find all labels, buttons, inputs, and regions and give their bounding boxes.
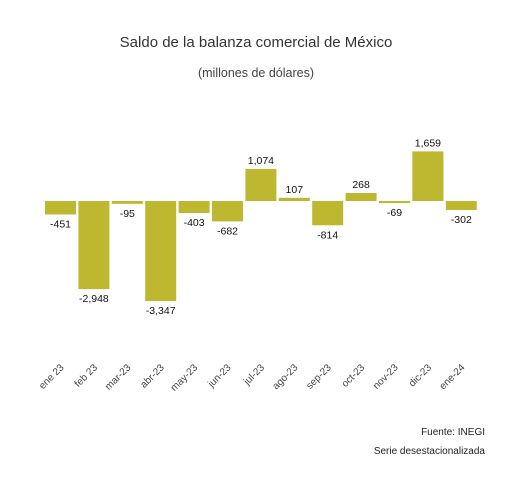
data-label: 107 (286, 184, 304, 196)
bar-jul-23 (245, 168, 277, 201)
bar-may-23 (178, 201, 210, 213)
chart-title: Saldo de la balanza comercial de México (119, 34, 393, 51)
data-label: 1,074 (248, 155, 274, 167)
bar-ene-23 (45, 201, 76, 215)
data-label: 268 (352, 179, 370, 191)
data-label: -682 (217, 225, 238, 237)
x-tick-label: jun-23 (205, 362, 233, 390)
chart-subtitle: (millones de dólares) (197, 66, 315, 80)
data-label: -814 (317, 229, 338, 241)
x-tick-label: jul-23 (241, 362, 267, 388)
data-label: -403 (184, 217, 205, 229)
data-label: 1,659 (415, 137, 441, 149)
x-tick-label: may-23 (169, 362, 201, 394)
bar-oct-23 (345, 193, 377, 201)
x-tick-label: ene 23 (37, 362, 67, 392)
data-label: -69 (387, 207, 402, 219)
x-tick-label: dic-23 (407, 362, 434, 389)
data-label: -302 (451, 214, 472, 226)
x-tick-label: oct-23 (340, 362, 368, 390)
bar-nov-23 (379, 201, 410, 204)
data-label: -3,347 (146, 305, 176, 317)
data-label: -2,948 (79, 293, 109, 305)
x-tick-label: ago-23 (271, 362, 301, 392)
x-tick-label: feb 23 (73, 362, 101, 390)
x-tick-label: mar-23 (103, 362, 133, 392)
bar-sep-23 (312, 201, 344, 226)
bar-feb-23 (78, 201, 110, 290)
source-note: Fuente: INEGI (421, 427, 485, 438)
bar-dic-23 (412, 151, 444, 201)
x-tick-label: abr-23 (139, 362, 168, 391)
data-label: -95 (120, 208, 135, 220)
bar-mar-23 (111, 201, 143, 204)
bar-ago-23 (278, 197, 310, 201)
series-note: Serie desestacionalizada (373, 446, 485, 457)
bar-abr-23 (145, 201, 177, 301)
x-tick-label: nov-23 (371, 362, 401, 392)
x-tick-label: ene-24 (438, 362, 468, 392)
x-tick-label: sep-23 (304, 362, 334, 392)
bar-ene-24 (445, 201, 477, 210)
bar-jun-23 (212, 201, 243, 222)
data-label: -451 (50, 219, 71, 231)
